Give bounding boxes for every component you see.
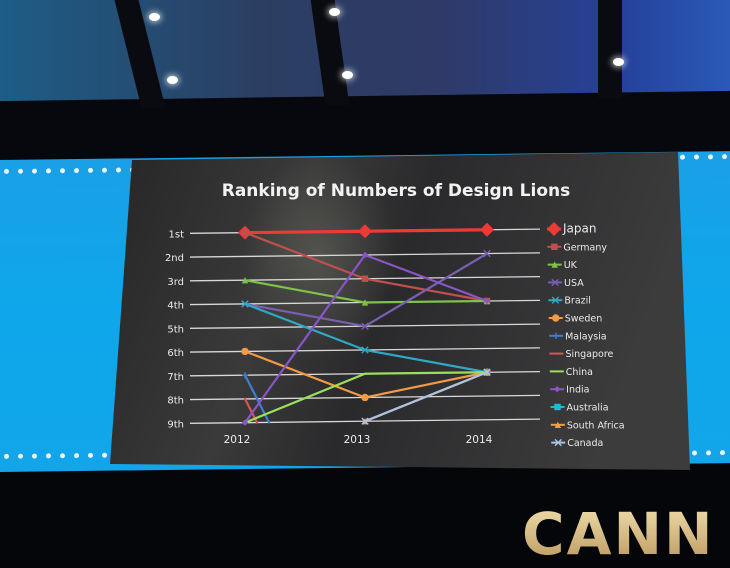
legend-item: UK — [547, 260, 578, 271]
legend-item: Sweden — [548, 314, 603, 325]
data-point-marker — [554, 403, 561, 411]
data-point-marker — [361, 393, 369, 402]
data-point-marker — [551, 278, 559, 287]
legend-label: USA — [564, 278, 584, 289]
legend-label: Australia — [567, 403, 609, 414]
series-line-segment — [363, 371, 489, 399]
series-line-segment — [243, 302, 367, 352]
legend-label: Canada — [567, 438, 603, 449]
data-point-marker — [483, 249, 491, 258]
legend-label: Singapore — [565, 349, 613, 360]
y-tick-label: 5th — [167, 324, 184, 335]
legend-item: Singapore — [549, 349, 614, 360]
y-tick-label: 2nd — [165, 253, 184, 264]
data-point-marker — [483, 297, 491, 305]
series-line-segment — [363, 299, 489, 304]
data-point-marker — [241, 276, 249, 284]
legend-label: Brazil — [564, 296, 591, 307]
series-line-segment — [363, 371, 489, 375]
series-line-segment — [243, 372, 367, 424]
series-line-segment — [243, 350, 367, 399]
series-line-segment — [363, 253, 489, 303]
series-uk — [241, 276, 491, 306]
chart-slide: Ranking of Numbers of Design Lions 1st 2n… — [110, 150, 690, 470]
data-point-marker — [241, 347, 249, 356]
series-line-segment — [363, 348, 489, 374]
series-china — [243, 371, 489, 424]
ceiling-light — [329, 8, 340, 16]
data-point-marker — [551, 261, 558, 268]
y-tick-label: 4th — [167, 301, 184, 312]
legend-item: Canada — [551, 438, 603, 449]
legend-item: South Africa — [550, 420, 625, 431]
data-point-marker — [358, 224, 372, 239]
legend-item: Malaysia — [549, 331, 607, 342]
series-india — [241, 251, 491, 426]
data-point-marker — [361, 275, 369, 282]
data-point-marker — [361, 299, 369, 306]
data-point-marker — [554, 438, 562, 447]
legend-label: UK — [564, 260, 578, 271]
ceiling-light — [613, 58, 624, 66]
y-tick-label: 8th — [167, 396, 184, 407]
legend-item: USA — [548, 278, 584, 289]
legend-item: Australia — [550, 403, 609, 414]
data-point-marker — [241, 371, 249, 379]
y-tick-label: 7th — [167, 372, 184, 383]
series-japan — [238, 222, 494, 240]
legend-label: China — [566, 367, 593, 378]
x-tick-label: 2012 — [224, 434, 251, 446]
data-point-marker — [551, 296, 560, 304]
legend-item: Brazil — [548, 296, 591, 307]
series-line-segment — [363, 228, 489, 233]
data-point-marker — [552, 332, 560, 339]
data-point-marker — [552, 314, 560, 322]
legend-label: India — [566, 385, 589, 396]
chart-title: Ranking of Numbers of Design Lions — [222, 181, 570, 201]
legend-label: Japan — [562, 222, 596, 236]
legend-item: Germany — [547, 242, 607, 253]
y-tick-label: 1st — [169, 229, 185, 240]
data-point-marker — [553, 386, 561, 393]
data-point-marker — [554, 421, 562, 428]
y-tick-label: 3rd — [167, 277, 184, 288]
series-line-segment — [243, 302, 367, 328]
ceiling-beam — [598, 0, 622, 98]
series-canada — [361, 368, 491, 425]
data-point-marker — [241, 419, 249, 426]
data-point-marker — [551, 243, 558, 250]
ceiling-light — [167, 76, 178, 84]
data-point-marker — [241, 300, 249, 308]
series-line-segment — [243, 279, 367, 304]
data-point-marker — [483, 368, 491, 376]
data-point-marker — [480, 222, 494, 237]
ceiling-light — [342, 71, 353, 79]
data-point-marker — [361, 346, 369, 354]
data-point-marker — [361, 417, 369, 425]
ceiling-light — [149, 13, 160, 21]
x-tick-label: 2014 — [466, 434, 493, 446]
x-tick-label: 2013 — [344, 434, 371, 446]
y-tick-label: 6th — [167, 348, 184, 359]
series-line-segment — [243, 253, 367, 424]
series-line-segment — [243, 231, 367, 280]
legend-label: Sweden — [565, 314, 603, 325]
legend-item: India — [550, 385, 589, 396]
data-point-marker — [361, 322, 369, 330]
y-tick-label: 9th — [167, 419, 184, 430]
cannes-sign-text: CANN — [522, 500, 715, 568]
legend-label: Germany — [563, 242, 607, 253]
series-line-segment — [363, 371, 489, 423]
legend-item: Japan — [547, 222, 596, 236]
data-point-marker — [361, 251, 369, 259]
series-line-segment — [363, 252, 489, 328]
series-line-segment — [243, 229, 367, 235]
data-point-marker — [241, 229, 249, 236]
data-point-marker — [547, 222, 561, 236]
legend-label: South Africa — [567, 420, 625, 431]
legend-item: China — [549, 367, 593, 378]
legend-label: Malaysia — [565, 331, 607, 342]
